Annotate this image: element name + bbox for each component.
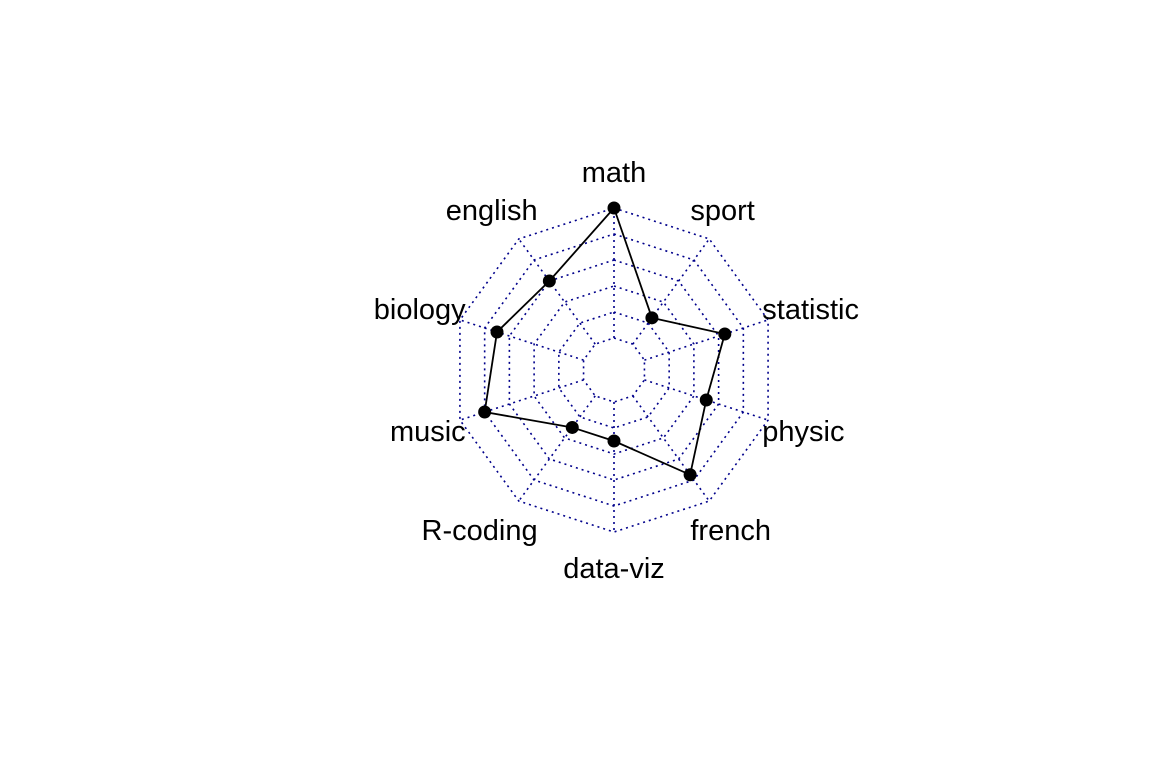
grid-spoke (459, 319, 584, 361)
axis-label: english (446, 195, 538, 227)
axis-label: french (690, 515, 771, 547)
data-point (565, 420, 579, 434)
axis-label: physic (762, 416, 844, 448)
grid-spoke (632, 395, 710, 502)
data-point (607, 201, 621, 215)
radar-series (478, 201, 732, 482)
grid-ring (582, 337, 646, 403)
grid-spoke (518, 238, 596, 345)
axis-label: statistic (762, 294, 859, 326)
grid-ring (558, 311, 670, 429)
grid-ring (533, 285, 695, 455)
grid-ring (459, 207, 769, 533)
grid-ring (483, 233, 745, 507)
axis-label: math (582, 157, 646, 189)
axis-label: sport (690, 195, 754, 227)
grid-spoke (644, 319, 769, 361)
axis-label: music (390, 416, 466, 448)
grid-spoke (644, 379, 769, 421)
data-point (699, 393, 713, 407)
axis-label: R-coding (422, 515, 538, 547)
data-point (478, 405, 492, 419)
axis-label: data-viz (563, 553, 665, 585)
data-point (718, 327, 732, 341)
radar-grid (459, 207, 769, 533)
data-point (490, 325, 504, 339)
axis-labels: math sport statistic physic french data-viz R-… (374, 157, 859, 585)
grid-spoke (518, 395, 596, 502)
data-point (683, 468, 697, 482)
grid-spoke (459, 379, 584, 421)
data-point (645, 311, 659, 325)
grid-spoke (632, 238, 710, 345)
data-point (607, 434, 621, 448)
axis-label: biology (374, 294, 466, 326)
data-point (542, 274, 556, 288)
